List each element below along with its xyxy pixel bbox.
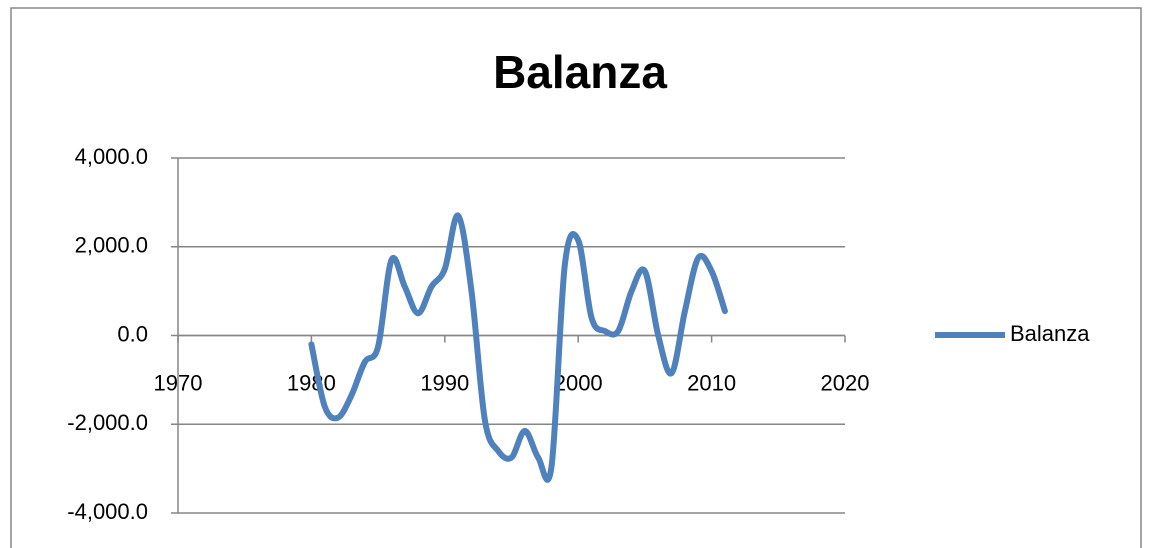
chart-title: Balanza xyxy=(493,46,667,98)
chart-frame xyxy=(10,7,1142,548)
y-tick-label: 2,000.0 xyxy=(75,233,148,258)
y-tick-label: 0.0 xyxy=(117,321,148,346)
y-tick-label: -2,000.0 xyxy=(67,410,148,435)
x-tick-label: 1970 xyxy=(154,370,203,395)
legend-label: Balanza xyxy=(1010,321,1090,346)
y-tick-label: -4,000.0 xyxy=(67,499,148,524)
data-line xyxy=(308,212,728,483)
x-tick-label: 2000 xyxy=(554,370,603,395)
x-tick-label: 1980 xyxy=(287,370,336,395)
x-tick-label: 2010 xyxy=(687,370,736,395)
y-tick-label: 4,000.0 xyxy=(75,144,148,169)
x-tick-label: 2020 xyxy=(821,370,870,395)
x-tick-label: 1990 xyxy=(420,370,469,395)
